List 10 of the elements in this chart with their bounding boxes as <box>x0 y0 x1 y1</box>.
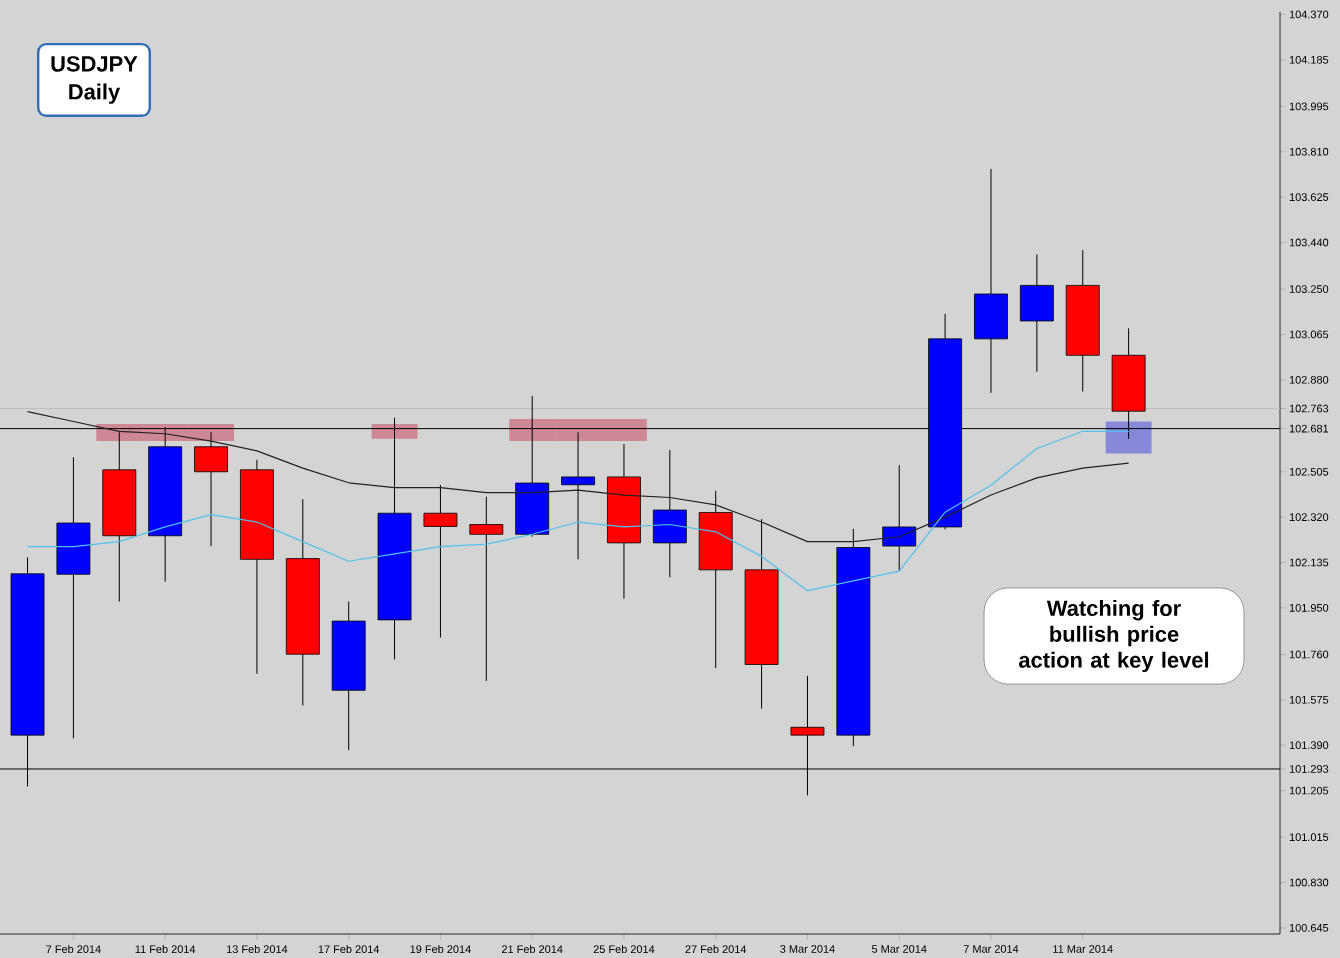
candlestick <box>882 464 917 571</box>
candlestick <box>423 484 458 639</box>
candlestick <box>652 449 687 578</box>
candlestick <box>974 168 1008 394</box>
candlestick <box>469 496 504 682</box>
text: USDJPY <box>51 56 138 72</box>
candlestick <box>1019 254 1054 373</box>
annotation: Watching for bullish price action at key level <box>1019 599 1209 673</box>
text: Daily <box>69 83 121 104</box>
line-series <box>26 430 1130 592</box>
